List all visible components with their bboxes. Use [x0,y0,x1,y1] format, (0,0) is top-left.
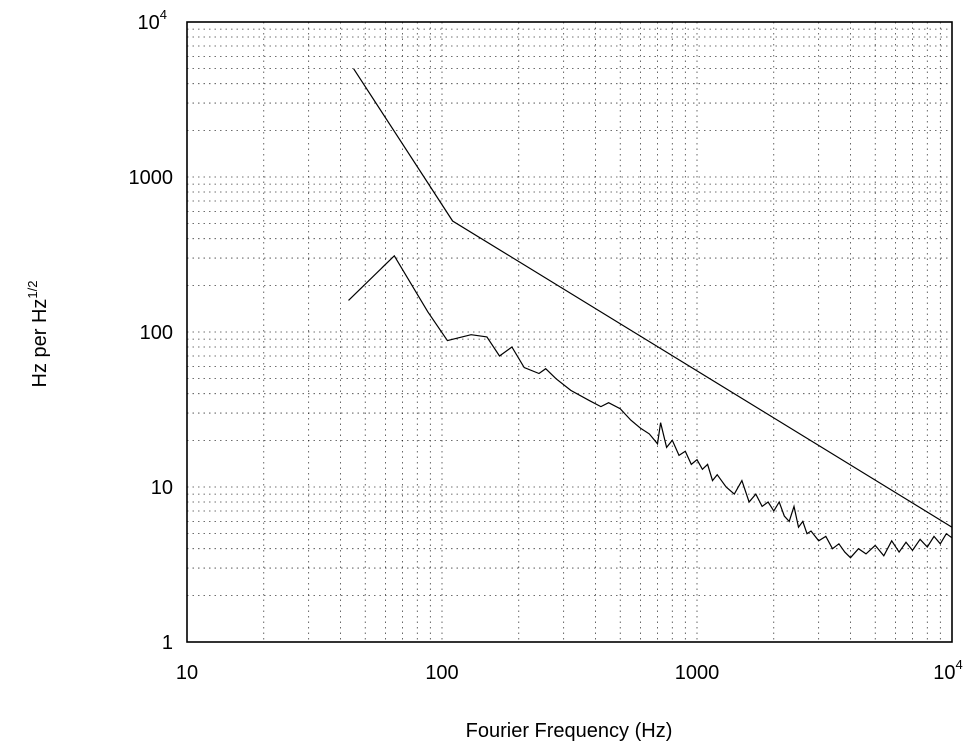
series-line-2 [348,254,953,559]
y-axis-label-main: Hz per Hz [29,299,51,388]
plot-frame [186,21,953,643]
y-tick-label: 104 [138,7,167,34]
series-layer [348,68,953,559]
x-tick-label: 10 [176,662,198,684]
grid-lines [187,22,952,642]
y-tick-label: 100 [140,322,173,344]
x-tick-label: 100 [425,662,458,684]
y-tick-label: 1 [162,632,173,654]
y-tick-label: 1000 [129,167,174,189]
y-tick-label: 10 [151,477,173,499]
x-tick-label: 104 [933,657,962,684]
series-line-1 [353,68,953,528]
y-axis-label: Hz per Hz1/2 [25,281,51,388]
y-axis-label-sup: 1/2 [25,281,40,299]
x-tick-label: 1000 [675,662,720,684]
x-axis-label: Fourier Frequency (Hz) [466,720,673,742]
